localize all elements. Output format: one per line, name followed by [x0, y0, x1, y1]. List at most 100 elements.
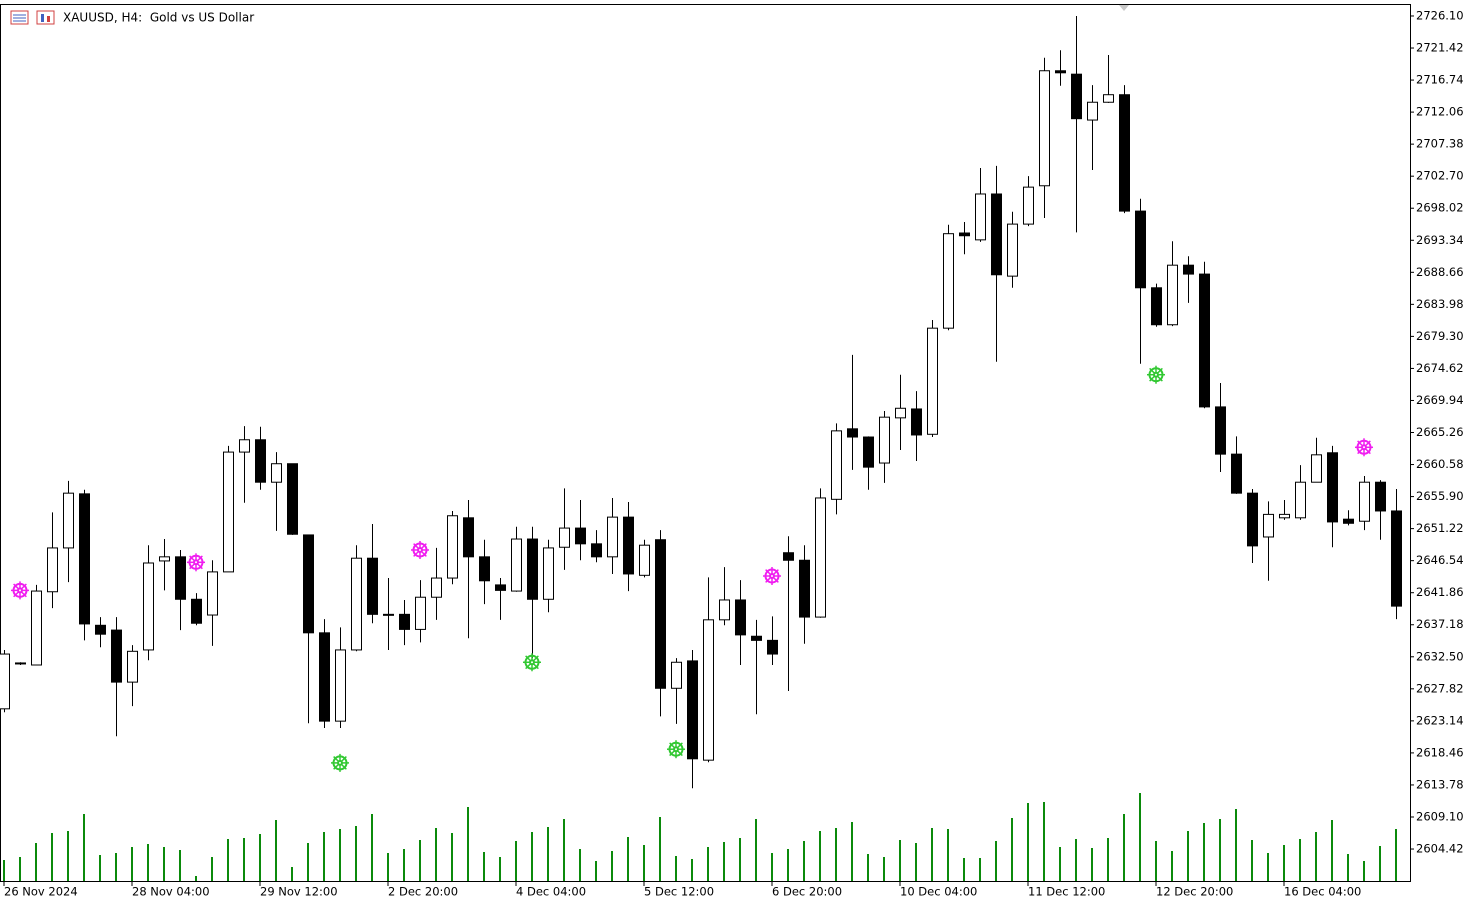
candle-body: [367, 557, 378, 615]
marker-spoke: [413, 543, 420, 550]
candle-body: [559, 527, 570, 548]
y-tick-label: 2679.30: [1416, 329, 1464, 343]
y-tick-label: 2637.18: [1416, 617, 1464, 631]
marker-spoke: [765, 576, 772, 583]
y-tick-label: 2618.46: [1416, 745, 1464, 759]
candle-body: [1023, 186, 1034, 225]
candle-body: [415, 596, 426, 630]
marker-spoke: [13, 591, 20, 598]
candle-body: [159, 556, 170, 562]
signal-marker: [763, 567, 781, 586]
y-tick-label: 2646.54: [1416, 553, 1464, 567]
marker-spoke: [676, 750, 683, 757]
x-tick-label: 6 Dec 20:00: [772, 885, 842, 899]
marker-spoke: [420, 550, 427, 557]
y-tick-label: 2651.22: [1416, 521, 1464, 535]
candle-body: [399, 613, 410, 630]
y-tick-label: 2683.98: [1416, 297, 1464, 311]
marker-spoke: [413, 550, 420, 557]
candle-body: [687, 660, 698, 760]
candle-body: [591, 543, 602, 558]
marker-spoke: [196, 555, 203, 562]
candle-body: [1263, 513, 1274, 538]
candle-body: [63, 492, 74, 549]
candle-body: [1295, 481, 1306, 519]
marker-spoke: [189, 563, 196, 570]
marker-spoke: [20, 591, 27, 598]
candle-body: [271, 463, 282, 483]
candle-body: [1215, 406, 1226, 455]
x-tick-label: 11 Dec 12:00: [1028, 885, 1105, 899]
candle-body: [1119, 94, 1130, 212]
y-tick-label: 2707.38: [1416, 137, 1464, 151]
x-tick-label: 16 Dec 04:00: [1284, 885, 1361, 899]
candle-body: [223, 451, 234, 573]
candle-body: [975, 193, 986, 241]
candle-body: [799, 559, 810, 618]
candle-body: [847, 428, 858, 438]
candle-body: [303, 534, 314, 634]
candle-body: [1199, 273, 1210, 408]
y-tick-label: 2698.02: [1416, 201, 1464, 215]
candle-body: [191, 598, 202, 624]
x-tick-label: 12 Dec 20:00: [1156, 885, 1233, 899]
candle-body: [319, 632, 330, 722]
signal-marker: [411, 540, 429, 559]
candle-body: [511, 538, 522, 592]
y-tick-label: 2632.50: [1416, 649, 1464, 663]
candle-body: [255, 439, 266, 483]
candle-body: [1039, 70, 1050, 187]
chart-title: XAUUSD, H4: Gold vs US Dollar: [63, 11, 254, 25]
candle-body: [1103, 94, 1114, 103]
candle-body: [783, 552, 794, 561]
candle-body: [1183, 264, 1194, 275]
marker-spoke: [669, 742, 676, 749]
marker-spoke: [1156, 367, 1163, 374]
signal-marker: [1355, 438, 1373, 457]
candle-body: [47, 547, 58, 593]
candle-body: [239, 439, 250, 453]
candle-body: [1375, 481, 1386, 512]
marker-spoke: [772, 569, 779, 576]
candle-body: [1279, 513, 1290, 519]
x-tick-label: 10 Dec 04:00: [900, 885, 977, 899]
candle-body: [127, 650, 138, 683]
signal-marker: [331, 753, 349, 772]
marker-spoke: [333, 756, 340, 763]
toolbar-icons: [10, 10, 55, 25]
candle-body: [1359, 481, 1370, 522]
candle-body: [623, 516, 634, 575]
candle-body: [1151, 287, 1162, 326]
marker-spoke: [333, 763, 340, 770]
candle-body: [767, 639, 778, 655]
candle-body: [479, 556, 490, 582]
marker-spoke: [669, 750, 676, 757]
y-tick-label: 2669.94: [1416, 393, 1464, 407]
candle-body: [959, 232, 970, 237]
marker-spoke: [340, 756, 347, 763]
x-tick-label: 26 Nov 2024: [4, 885, 78, 899]
signal-marker: [187, 553, 205, 572]
marker-spoke: [1149, 375, 1156, 382]
candle-body: [287, 463, 298, 535]
candle-body: [751, 635, 762, 641]
marker-spoke: [340, 763, 347, 770]
candle-body: [815, 497, 826, 618]
candle-body: [463, 517, 474, 558]
x-tick-label: 28 Nov 04:00: [132, 885, 210, 899]
candle-body: [1311, 454, 1322, 483]
candle-body: [1055, 70, 1066, 74]
candle-body: [831, 430, 842, 500]
candle-body: [0, 653, 10, 710]
candle-body: [111, 629, 122, 683]
marker-spoke: [1357, 448, 1364, 455]
candle-body: [79, 493, 90, 625]
y-tick-label: 2674.62: [1416, 361, 1464, 375]
y-tick-label: 2641.86: [1416, 585, 1464, 599]
candle-body: [527, 538, 538, 600]
marker-spoke: [532, 655, 539, 662]
y-tick-label: 2623.14: [1416, 713, 1464, 727]
shift-marker: [1119, 5, 1129, 11]
marker-spoke: [525, 663, 532, 670]
y-tick-label: 2702.70: [1416, 169, 1464, 183]
